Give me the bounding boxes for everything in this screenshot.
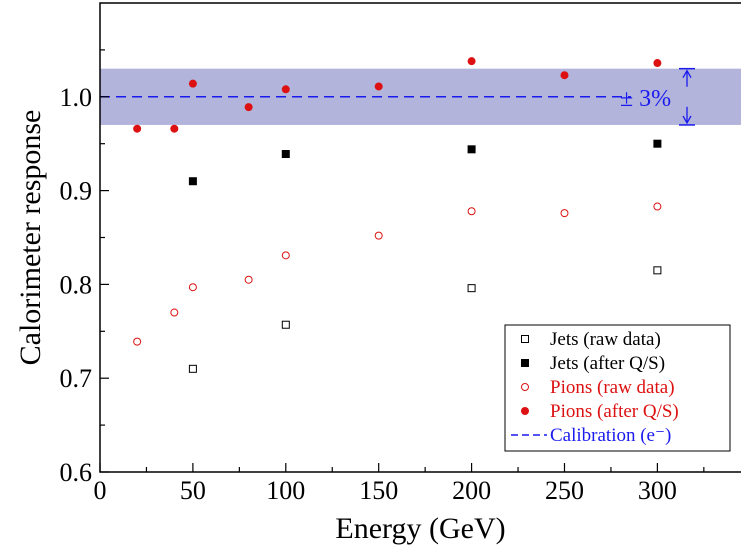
- pions-qs-point: [244, 103, 253, 112]
- pions-raw-point: [133, 337, 142, 346]
- legend-swatch: [521, 383, 529, 391]
- x-tick-label: 200: [452, 476, 491, 505]
- x-tick-label: 300: [638, 476, 677, 505]
- pions-raw-point: [281, 251, 290, 260]
- x-tick-label: 150: [359, 476, 398, 505]
- pions-qs-point: [653, 59, 662, 68]
- pions-qs-point: [188, 79, 197, 88]
- x-tick-label: 100: [266, 476, 305, 505]
- pions-qs-point: [281, 85, 290, 94]
- jets-qs-point: [281, 150, 290, 159]
- pions-raw-point: [188, 283, 197, 292]
- legend: Jets (raw data) Jets (after Q/S) Pions (ra…: [504, 324, 731, 452]
- y-tick-label: 0.8: [60, 270, 93, 299]
- pions-raw-point: [244, 275, 253, 284]
- pions-qs-point: [467, 57, 476, 66]
- legend-entry-label: Jets (after Q/S): [550, 353, 665, 374]
- y-tick-label: 0.6: [60, 458, 93, 487]
- x-tick-label: 50: [180, 476, 206, 505]
- band-label: ± 3%: [620, 86, 671, 112]
- pions-raw-point: [170, 308, 179, 317]
- jets-raw-point: [653, 266, 662, 275]
- x-axis-title: Energy (GeV): [335, 512, 505, 545]
- jets-raw-point: [467, 284, 476, 293]
- axis-tick-labels: 0 50 100 150 200 250 300 0.6 0.7 0.8 0.9 1.0: [60, 83, 677, 505]
- legend-entry-label: Jets (raw data): [550, 329, 661, 350]
- legend-entry-label: Pions (after Q/S): [550, 401, 679, 422]
- pions-raw-point: [560, 209, 569, 218]
- y-tick-label: 0.7: [60, 364, 93, 393]
- y-axis-title: Calorimeter response: [14, 110, 47, 366]
- data-points: [133, 57, 662, 373]
- jets-qs-point: [653, 139, 662, 148]
- legend-entry-label: Pions (raw data): [550, 377, 675, 398]
- pions-qs-point: [560, 71, 569, 80]
- jets-raw-point: [188, 364, 197, 373]
- pions-raw-point: [653, 202, 662, 211]
- pions-qs-point: [133, 124, 142, 133]
- x-tick-label: 0: [94, 476, 107, 505]
- legend-box: [504, 324, 731, 452]
- legend-swatch: [521, 407, 529, 415]
- axis-ticks: [99, 49, 705, 473]
- pions-raw-point: [467, 207, 476, 216]
- band-annotation: [679, 67, 695, 126]
- jets-raw-point: [281, 320, 290, 329]
- y-tick-label: 0.9: [60, 177, 93, 206]
- jets-qs-point: [467, 145, 476, 154]
- legend-swatch: [521, 335, 529, 343]
- legend-swatch: [521, 359, 529, 367]
- jets-qs-point: [188, 177, 197, 186]
- pions-raw-point: [374, 231, 383, 240]
- x-tick-label: 250: [545, 476, 584, 505]
- y-tick-label: 1.0: [60, 83, 93, 112]
- pions-qs-point: [374, 82, 383, 91]
- pions-qs-point: [170, 124, 179, 133]
- legend-entry-label: Calibration (e⁻): [550, 425, 671, 446]
- band-arrowhead-up: [682, 69, 692, 78]
- band-arrowhead-down: [682, 115, 692, 125]
